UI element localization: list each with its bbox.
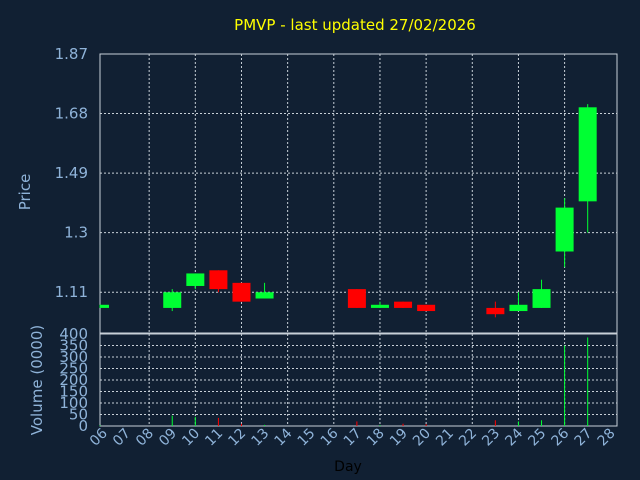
price-tick-label: 1.3 [64,224,88,242]
volume-panel-border [99,333,618,427]
x-tick-label: 23 [479,426,503,450]
price-tick-label: 1.87 [55,45,88,63]
x-tick-label: 12 [225,426,249,450]
candle-body [255,292,274,299]
candle-body [394,301,413,308]
price-axis-ticks: 1.87 1.68 1.49 1.3 1.11 [55,45,88,301]
x-tick-label: 06 [87,425,111,449]
candle-body [100,304,109,308]
price-panel-frame [99,53,618,334]
price-tick-label: 1.11 [55,283,88,301]
price-tick-label: 1.68 [55,105,88,123]
volume-panel-frame [99,333,618,427]
candle-body [555,207,574,252]
volume-tick-label: 350 [59,337,88,355]
volume-tick-label: 100 [59,394,88,412]
x-tick-label: 13 [248,426,272,450]
candle-body [578,107,597,202]
price-axis-label: Price [16,174,34,211]
volume-tick-label: 250 [59,360,88,378]
x-tick-label: 24 [502,425,526,449]
volume-series [99,337,589,426]
volume-tick-label: 300 [59,348,88,366]
candle-body [163,292,182,308]
candle-body [370,304,389,308]
x-tick-label: 20 [410,426,434,450]
x-tick-label: 11 [202,426,226,450]
candle-body [486,307,505,315]
x-tick-label: 25 [525,426,549,450]
x-tick-label: 10 [179,426,203,450]
x-tick-label: 22 [456,426,480,450]
volume-tick-label: 150 [59,383,88,401]
x-tick-label: 14 [272,425,296,449]
x-tick-label: 26 [549,425,573,449]
x-tick-label: 19 [387,426,411,450]
x-tick-label: 09 [156,426,180,450]
candle-body [347,289,366,308]
x-tick-label: 21 [433,426,457,450]
candle-body [509,304,528,312]
x-tick-label: 27 [572,426,596,450]
x-tick-label: 07 [110,426,134,450]
volume-tick-label: 200 [59,371,88,389]
x-axis-label: Day [334,459,362,475]
volume-grid [100,333,617,427]
candle-body [532,289,551,308]
volume-tick-label: 0 [78,417,88,435]
x-tick-label: 15 [295,426,319,450]
x-tick-label: 16 [318,425,342,449]
price-panel-border [99,53,618,334]
x-tick-label: 28 [595,426,619,450]
x-tick-label: 17 [341,426,365,450]
candle-body [209,270,228,290]
x-tick-label: 08 [133,426,157,450]
x-axis-ticks: 06 07 08 09 10 11 12 13 14 15 16 17 18 19 20 21 22 23 24 25… [87,425,619,449]
volume-tick-label: 50 [69,406,88,424]
volume-axis-label: Volume (0000) [28,325,46,435]
volume-tick-label: 400 [59,325,88,343]
candlestick-series [99,104,597,318]
candle-body [186,273,205,286]
candle-body [417,304,436,312]
candle-body [232,282,251,302]
x-tick-label: 18 [364,426,388,450]
chart-title: PMVP - last updated 27/02/2026 [234,16,476,34]
price-tick-label: 1.49 [55,164,88,182]
